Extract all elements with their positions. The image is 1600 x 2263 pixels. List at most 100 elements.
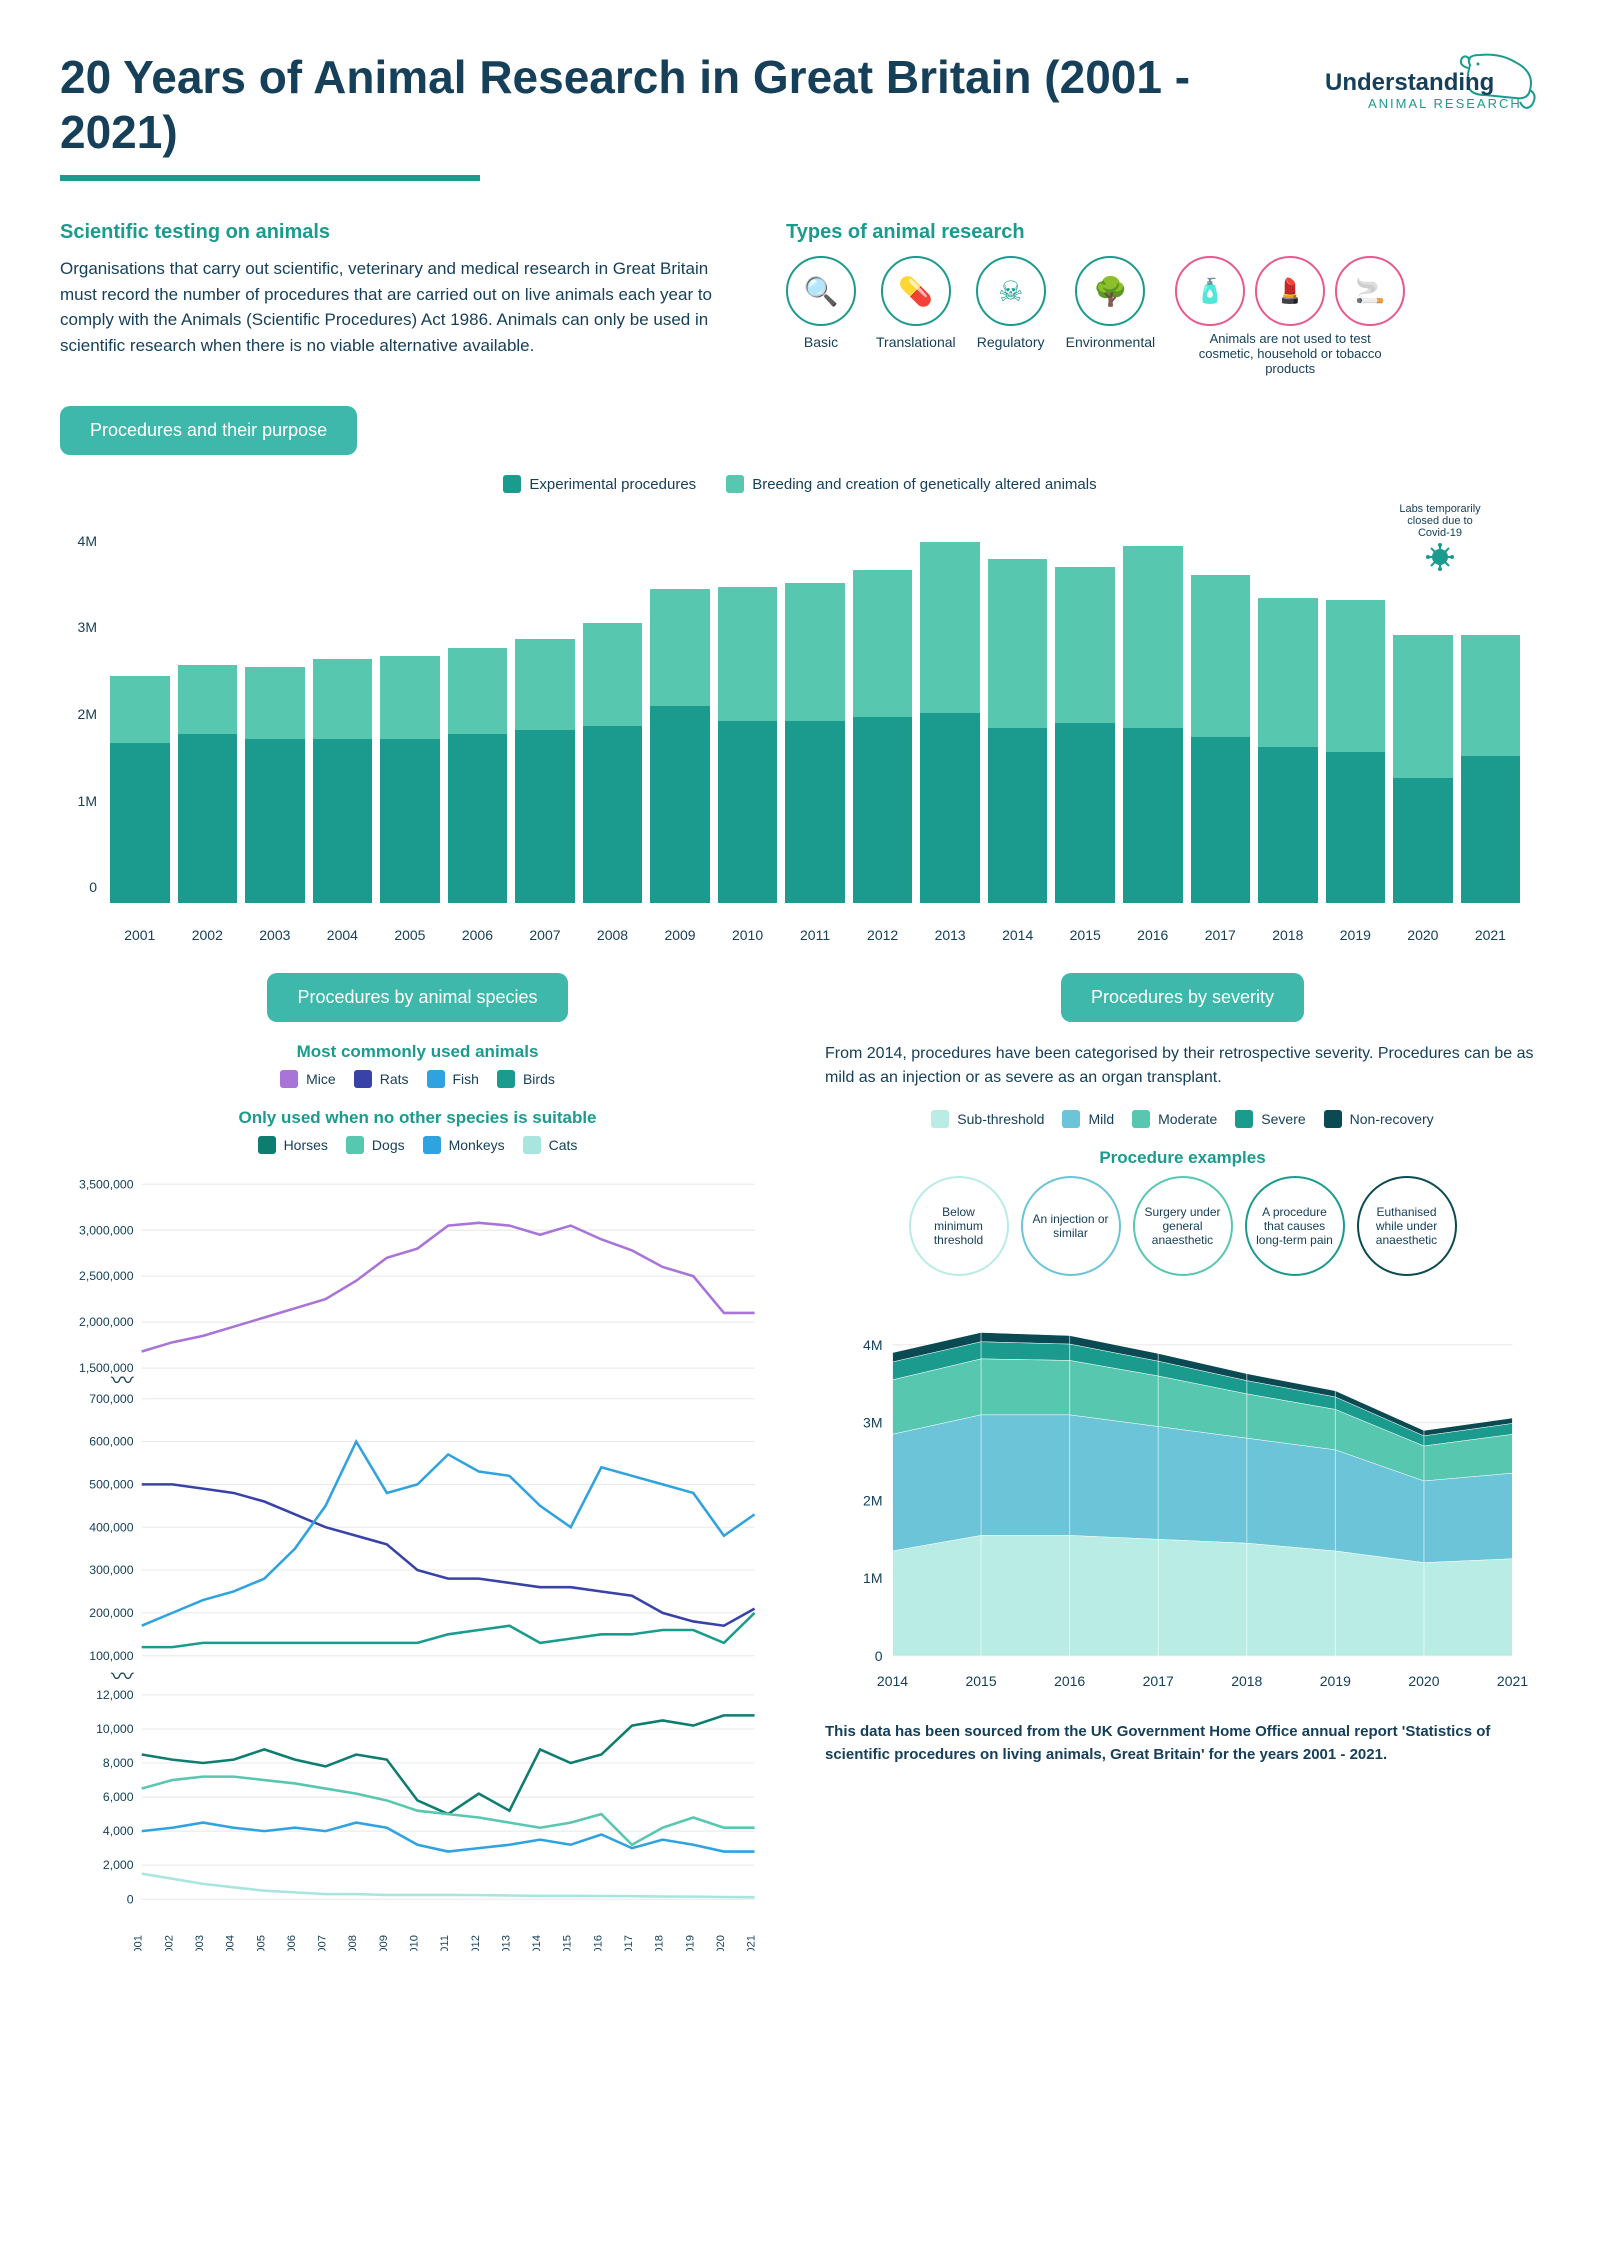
svg-text:0: 0 [875,1648,883,1664]
bar-column [110,676,170,903]
not-used-label: Animals are not used to test cosmetic, h… [1190,331,1390,376]
legend-item: Mild [1062,1110,1114,1128]
svg-text:2015: 2015 [965,1673,996,1689]
svg-text:2014: 2014 [531,1935,543,1950]
bar-column [1461,635,1521,904]
bar-column [853,570,913,904]
x-tick: 2013 [920,927,980,943]
svg-text:4M: 4M [863,1337,882,1353]
bar-column [1393,635,1453,904]
y-tick: 3M [78,619,97,635]
bar-column [313,659,373,903]
legend-item: Moderate [1132,1110,1217,1128]
type-item: 💊Translational [876,256,956,350]
bar-column [1055,567,1115,903]
x-tick: 2012 [853,927,913,943]
y-tick: 2M [78,706,97,722]
legend-item: Rats [354,1070,409,1088]
pill-severity: Procedures by severity [1061,973,1304,1022]
legend-item: Severe [1235,1110,1305,1128]
type-item: ☠Regulatory [976,256,1046,350]
bar-column [1326,600,1386,903]
x-tick: 2005 [380,927,440,943]
source-text: This data has been sourced from the UK G… [825,1721,1540,1766]
x-tick: 2006 [448,927,508,943]
bar-column [718,587,778,903]
legend-item: Sub-threshold [931,1110,1044,1128]
not-used-group: 🧴 💄 🚬 Animals are not used to test cosme… [1175,256,1405,376]
bar-column [988,559,1048,903]
example-circle: An injection or similar [1021,1176,1121,1276]
svg-text:2014: 2014 [877,1673,908,1689]
x-tick: 2007 [515,927,575,943]
x-tick: 2018 [1258,927,1318,943]
intro-body: Organisations that carry out scientific,… [60,256,726,358]
bar-chart: 01M2M3M4M 200120022003200420052006200720… [60,513,1540,943]
svg-text:2015: 2015 [562,1935,574,1950]
legend-item: Mice [280,1070,336,1088]
svg-text:〰: 〰 [111,1665,134,1690]
legend-item: Breeding and creation of genetically alt… [726,475,1096,493]
svg-text:2010: 2010 [409,1935,421,1950]
x-tick: 2003 [245,927,305,943]
type-icon: ☠ [976,256,1046,326]
bar-column [178,665,238,903]
type-label: Translational [876,334,956,350]
page-title: 20 Years of Animal Research in Great Bri… [60,50,1320,160]
intro-heading: Scientific testing on animals [60,221,726,244]
svg-text:2003: 2003 [194,1935,206,1950]
svg-text:2016: 2016 [592,1935,604,1950]
svg-text:2019: 2019 [1320,1673,1351,1689]
type-label: Environmental [1066,334,1156,350]
x-tick: 2010 [718,927,778,943]
bar-column [448,648,508,904]
svg-text:2020: 2020 [715,1935,727,1950]
examples-heading: Procedure examples [825,1148,1540,1168]
svg-text:12,000: 12,000 [96,1688,134,1702]
svg-text:2017: 2017 [1143,1673,1174,1689]
svg-text:2017: 2017 [623,1935,635,1950]
svg-text:700,000: 700,000 [89,1392,133,1406]
svg-text:600,000: 600,000 [89,1435,133,1449]
svg-text:3,500,000: 3,500,000 [79,1178,134,1192]
svg-text:2001: 2001 [133,1935,145,1950]
svg-text:2013: 2013 [500,1935,512,1950]
svg-text:2021: 2021 [746,1935,758,1950]
x-tick: 2019 [1326,927,1386,943]
cosmetic-icon: 🧴 [1175,256,1245,326]
legend-item: Monkeys [423,1136,505,1154]
svg-text:0: 0 [127,1893,134,1907]
type-icon: 🌳 [1075,256,1145,326]
svg-text:2009: 2009 [378,1935,390,1950]
covid-note: Labs temporarily closed due to Covid-19 [1390,503,1490,572]
types-heading: Types of animal research [786,221,1540,244]
legend-item: Experimental procedures [503,475,696,493]
svg-text:1M: 1M [863,1571,882,1587]
svg-text:〰: 〰 [111,1369,134,1394]
svg-text:2002: 2002 [163,1935,175,1950]
svg-text:2020: 2020 [1408,1673,1439,1689]
svg-text:400,000: 400,000 [89,1521,133,1535]
bar-column [785,583,845,904]
x-tick: 2009 [650,927,710,943]
svg-text:500,000: 500,000 [89,1478,133,1492]
svg-text:2021: 2021 [1497,1673,1528,1689]
severity-area-chart: 01M2M3M4M2014201520162017201820192020202… [825,1296,1540,1696]
type-label: Basic [804,334,838,350]
type-icon: 🔍 [786,256,856,326]
legend-item: Non-recovery [1324,1110,1434,1128]
pill-purpose: Procedures and their purpose [60,406,357,455]
svg-text:2004: 2004 [225,1935,237,1950]
example-circle: Surgery under general anaesthetic [1133,1176,1233,1276]
bar-column [1191,575,1251,903]
legend-item: Birds [497,1070,555,1088]
severity-intro: From 2014, procedures have been categori… [825,1042,1540,1090]
x-tick: 2011 [785,927,845,943]
svg-text:Understanding: Understanding [1325,69,1494,96]
legend-item: Fish [427,1070,479,1088]
svg-text:2011: 2011 [439,1935,451,1950]
svg-text:6,000: 6,000 [103,1791,134,1805]
bar-column [380,656,440,903]
x-tick: 2015 [1055,927,1115,943]
svg-text:10,000: 10,000 [96,1722,134,1736]
